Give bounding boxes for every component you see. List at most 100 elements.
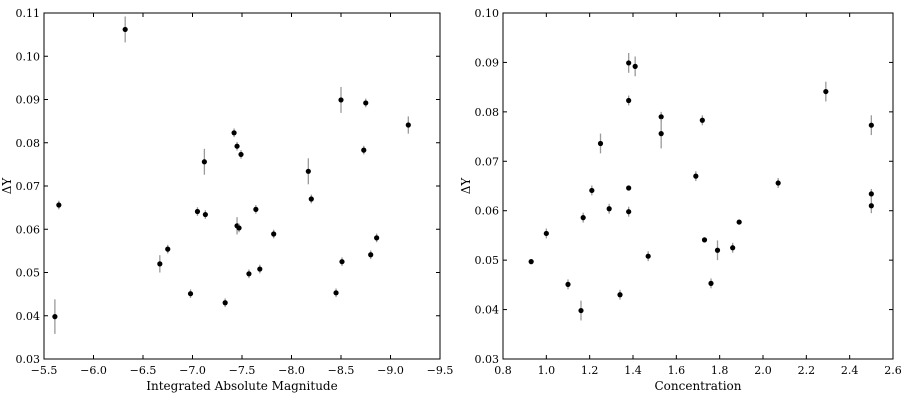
x-tick-label: −9.0 [377,364,404,377]
point-marker [578,307,584,314]
point-marker [868,191,874,197]
scatter-plot-concentration: 0.8 1.0 1.2 1.4 1.6 1.8 2.0 2.2 2.4 2.6 0.03 0.04 0.… [459,7,902,393]
data-point [645,251,651,262]
point-marker [338,97,344,103]
x-tick-label: 1.4 [624,364,642,377]
x-axis-label: Integrated Absolute Magnitude [146,379,337,393]
data-point [363,98,369,108]
data-point [701,237,708,243]
point-marker [305,168,311,174]
x-tick-label: 1.6 [668,364,686,377]
point-marker [775,180,781,186]
data-point [626,95,632,106]
data-point [868,188,874,199]
data-point [187,289,194,299]
x-axis-label: Concentration [654,379,741,393]
point-marker [626,209,632,215]
data-point [632,56,638,77]
data-point [201,148,207,175]
point-marker [157,261,163,267]
point-marker [52,314,58,320]
data-point [52,299,58,334]
x-tick-label: 1.2 [581,364,599,377]
point-marker [699,117,705,123]
y-tick-label: 0.03 [16,353,41,366]
data-point [626,185,632,191]
point-marker [528,259,534,265]
point-marker [194,208,201,215]
point-marker [271,231,277,237]
point-marker [626,185,632,191]
x-tick-label: 2.4 [841,364,859,377]
data-point [626,53,632,73]
data-point [122,16,128,43]
data-point [589,185,595,196]
data-point [194,207,201,216]
data-point [308,194,314,204]
point-marker [632,63,638,69]
point-marker [234,143,240,149]
point-marker [736,219,742,225]
point-marker [122,26,128,33]
data-point [868,115,874,136]
data-point [333,288,339,298]
x-tick-label: −7.0 [179,364,206,377]
point-marker [361,147,367,153]
data-point [708,278,714,289]
point-marker [580,215,586,221]
point-marker [374,235,380,241]
y-tick-label: 0.10 [16,50,41,63]
y-tick-label: 0.08 [16,137,41,150]
y-axis-label: ΔY [0,177,14,195]
point-marker [645,253,651,259]
point-marker [730,245,736,251]
point-marker [222,300,228,306]
x-tick-label: −5.5 [31,364,58,377]
y-tick-label: 0.04 [16,310,41,323]
data-point [699,115,705,126]
data-point [56,200,62,210]
x-tick-label: −9.5 [427,364,454,377]
y-tick-label: 0.06 [16,223,41,236]
point-marker [606,206,612,212]
data-point [253,205,259,214]
y-tick-label: 0.07 [16,180,41,193]
data-point [405,116,411,134]
point-marker [543,230,549,237]
x-tick-label: 2.6 [884,364,902,377]
x-tick-label: 1.0 [538,364,556,377]
point-marker [165,246,171,252]
point-marker [868,122,874,128]
x-tick-label: 2.0 [754,364,772,377]
data-point [543,228,549,239]
point-marker [658,131,664,137]
data-point [693,171,699,182]
plot-frame [43,12,441,360]
y-axis-label: ΔY [459,177,473,195]
x-tick-label: −7.5 [229,364,256,377]
point-marker [565,281,571,287]
x-tick-label: −6.0 [80,364,107,377]
point-marker [333,290,339,296]
data-point [361,145,367,155]
data-point [580,212,586,223]
point-marker [246,271,252,277]
data-point [234,141,240,151]
point-marker [253,206,259,212]
point-marker [714,247,721,253]
y-tick-label: 0.05 [16,267,41,280]
y-tick-label: 0.10 [475,7,500,20]
point-marker [339,259,345,265]
point-marker [236,225,242,231]
data-point [202,210,208,219]
data-point [374,233,380,243]
data-point [305,158,311,185]
point-marker [363,100,369,106]
data-point [222,298,228,308]
data-point [775,178,781,188]
y-tick-label: 0.05 [475,254,500,267]
data-point [658,118,664,149]
x-tick-label: −8.5 [328,364,355,377]
data-point [368,250,374,260]
